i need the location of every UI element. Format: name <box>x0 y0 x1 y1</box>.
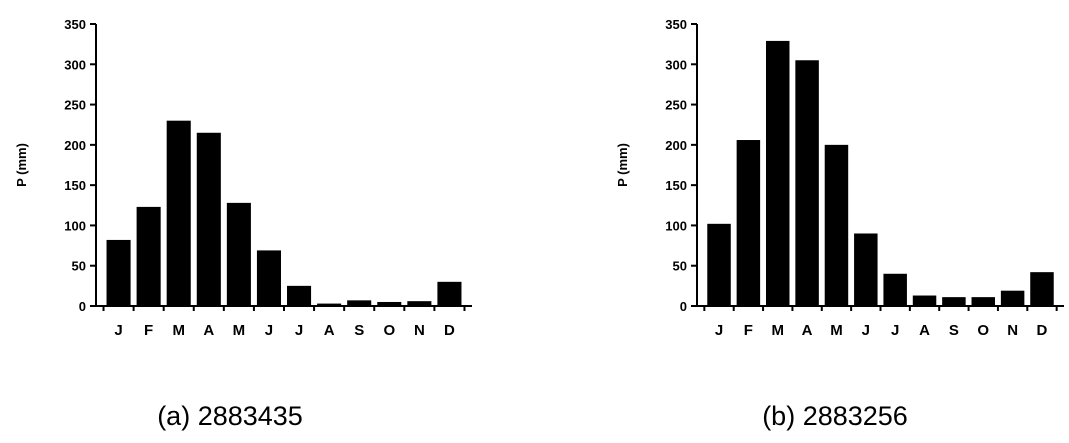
y-tick-label: 150 <box>64 178 86 193</box>
bar-a-3 <box>795 60 819 306</box>
bar-o-9 <box>377 301 402 306</box>
x-category-label: D <box>1037 322 1048 339</box>
x-category-label: M <box>830 322 843 339</box>
y-tick-label: 250 <box>64 98 86 113</box>
bar-d-11 <box>437 281 462 306</box>
y-tick-label: 300 <box>64 57 86 72</box>
x-category-label: D <box>444 322 455 339</box>
y-tick-label: 350 <box>665 17 687 32</box>
bar-m-2 <box>166 120 191 306</box>
y-tick-label: 250 <box>665 98 687 113</box>
bar-o-9 <box>971 297 996 306</box>
x-category-label: O <box>977 322 989 339</box>
x-category-label: A <box>919 322 930 339</box>
y-axis-label: P (mm) <box>14 143 29 187</box>
bar-m-4 <box>824 144 849 306</box>
x-category-label: A <box>324 322 335 339</box>
x-category-label: J <box>862 322 870 339</box>
bar-f-1 <box>736 140 761 306</box>
x-category-label: M <box>233 322 246 339</box>
y-tick-label: 350 <box>64 17 86 32</box>
bar-s-8 <box>347 300 372 306</box>
x-category-label: J <box>114 322 122 339</box>
chart-caption-a: (a) 2883435 <box>157 401 303 431</box>
bar-d-11 <box>1030 272 1054 306</box>
y-tick-label: 100 <box>665 218 687 233</box>
x-category-label: A <box>203 322 214 339</box>
y-tick-label: 300 <box>665 57 687 72</box>
x-category-label: O <box>383 322 395 339</box>
x-category-label: J <box>891 322 899 339</box>
x-category-label: S <box>949 322 959 339</box>
bar-s-8 <box>942 297 966 306</box>
chart-panel-a: 0 50 100 150 200 250 300 350 P (mm) J F M A M J J A S O N D <box>14 17 472 339</box>
x-category-label: F <box>744 322 753 339</box>
y-tick-label: 50 <box>72 259 86 274</box>
bar-n-10 <box>1000 290 1025 306</box>
y-tick-label: 150 <box>665 178 687 193</box>
x-category-label: J <box>265 322 273 339</box>
y-tick-label: 200 <box>64 138 86 153</box>
bar-j-0 <box>707 223 731 306</box>
bar-a-7 <box>912 295 937 306</box>
y-tick-label: 200 <box>665 138 687 153</box>
x-category-label: J <box>715 322 723 339</box>
bar-j-5 <box>256 250 281 306</box>
y-tick-label: 100 <box>64 218 86 233</box>
chart-caption-b: (b) 2883256 <box>762 401 908 431</box>
bar-a-7 <box>317 303 342 306</box>
bar-a-3 <box>196 132 221 306</box>
y-tick-label: 0 <box>680 299 687 314</box>
x-category-label: N <box>1007 322 1018 339</box>
x-category-label: M <box>172 322 185 339</box>
x-category-label: J <box>295 322 303 339</box>
bar-m-2 <box>765 40 790 307</box>
bar-j-0 <box>106 239 131 306</box>
y-axis-label: P (mm) <box>615 143 630 187</box>
bar-m-4 <box>226 202 251 306</box>
x-category-label: A <box>802 322 813 339</box>
y-tick-label: 50 <box>673 259 687 274</box>
x-category-label: F <box>144 322 153 339</box>
bar-j-6 <box>287 285 312 306</box>
x-category-label: N <box>414 322 425 339</box>
x-category-label: S <box>354 322 364 339</box>
bar-f-1 <box>136 206 161 306</box>
bar-j-6 <box>883 273 907 306</box>
bar-n-10 <box>407 301 432 306</box>
bar-j-5 <box>854 233 878 306</box>
y-tick-label: 0 <box>79 299 86 314</box>
x-category-label: M <box>771 322 784 339</box>
